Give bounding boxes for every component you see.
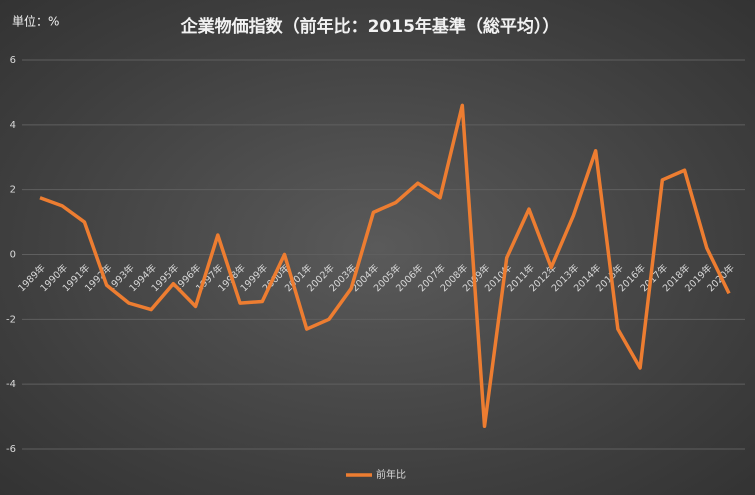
chart-title: 企業物価指数（前年比：2015年基準（総平均）） [180,16,560,37]
y-tick-label: 0 [10,250,16,261]
y-tick-label: -6 [6,444,16,455]
y-tick-label: 4 [10,120,16,131]
y-tick-label: -2 [6,314,16,325]
legend-label: 前年比 [376,468,406,481]
data-line [39,103,731,429]
y-tick-label: 6 [10,55,16,66]
unit-label: 単位：% [12,14,59,29]
y-tick-label: -4 [6,379,16,390]
y-tick-label: 2 [10,185,16,196]
